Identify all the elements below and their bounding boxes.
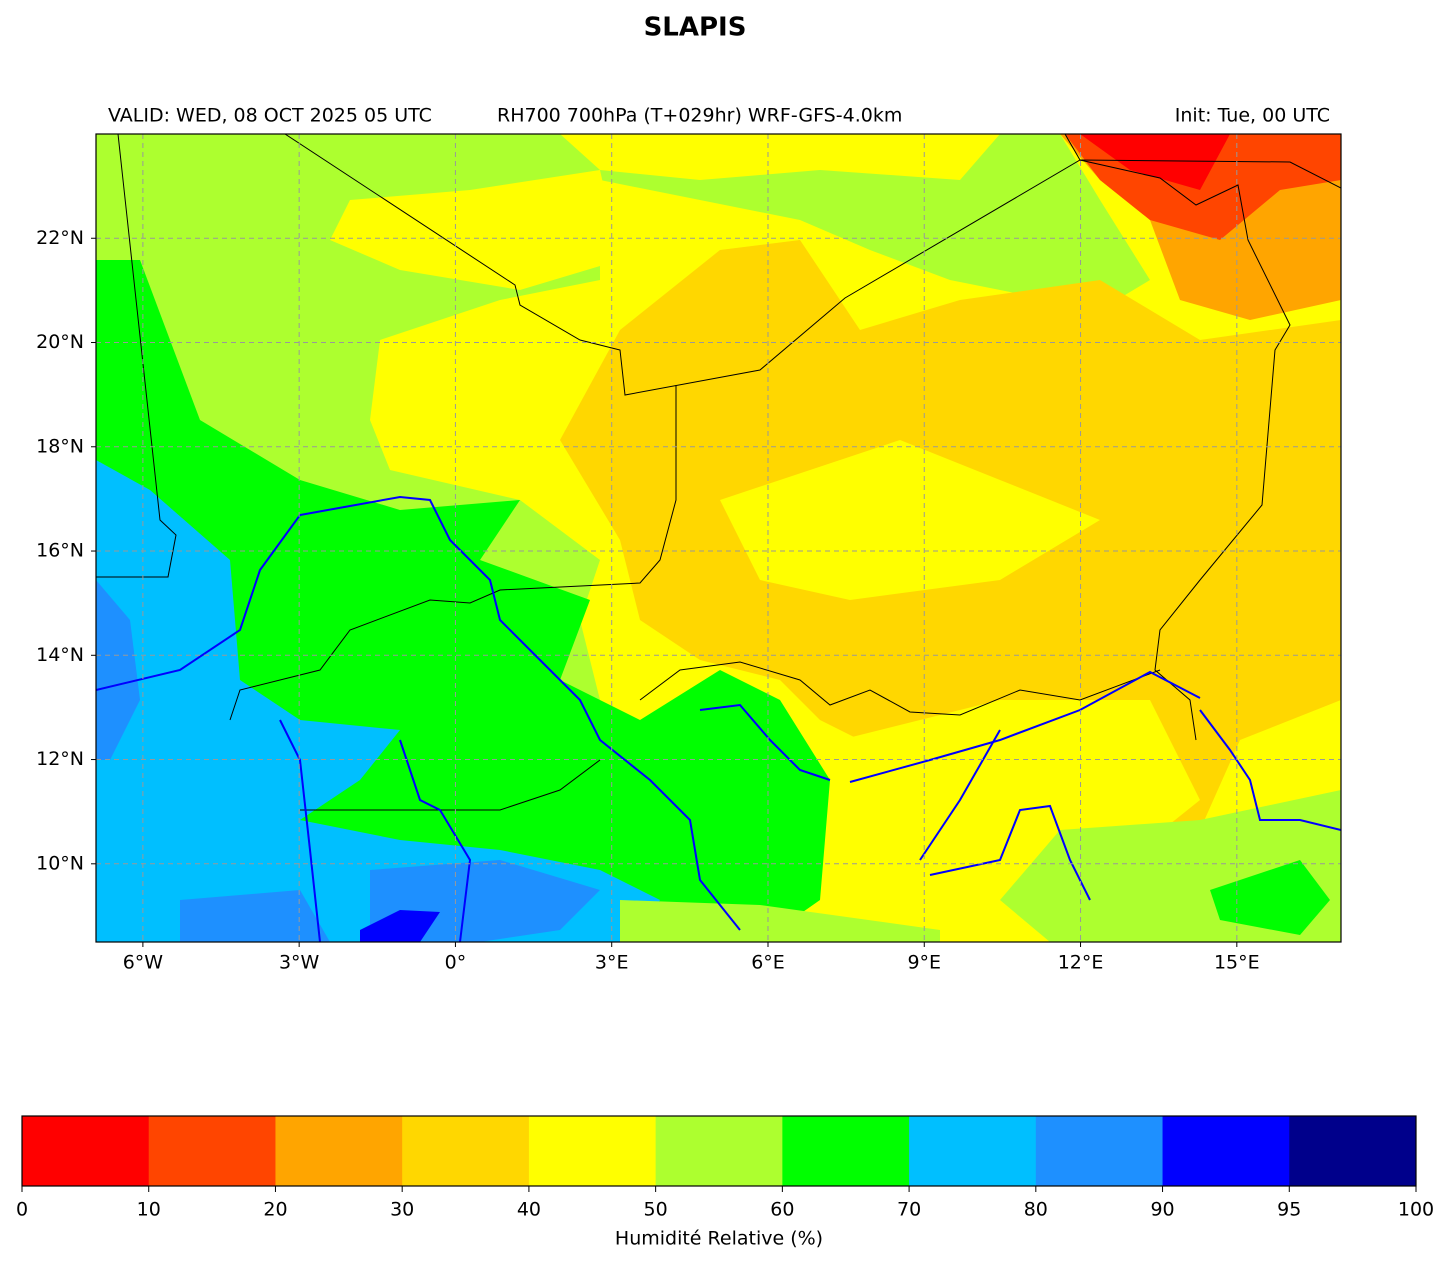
valid-time: VALID: WED, 08 OCT 2025 05 UTC	[108, 105, 432, 127]
field-area	[96, 580, 140, 760]
river	[919, 729, 1001, 861]
y-tick-label: 14°N	[36, 644, 84, 666]
map-frame	[95, 133, 1342, 943]
river	[1199, 709, 1341, 831]
country-border	[1064, 134, 1291, 741]
y-tick-label: 10°N	[36, 852, 84, 874]
x-tick-label: 6°E	[751, 952, 785, 974]
field-area	[1210, 860, 1330, 935]
colorbar-tick-label: 20	[263, 1199, 287, 1221]
colorbar-tick-label: 40	[517, 1199, 541, 1221]
field-area	[720, 440, 1100, 600]
field-area	[360, 910, 440, 942]
x-tick-label: 6°W	[123, 952, 164, 974]
x-tick-label: 12°E	[1058, 952, 1104, 974]
country-border	[284, 134, 1341, 396]
colorbar-bin	[528, 1116, 657, 1186]
country-border	[96, 134, 177, 578]
colorbar-tick-label: 10	[137, 1199, 161, 1221]
x-tick-label: 0°	[445, 952, 467, 974]
colorbar-frame	[21, 1115, 1417, 1187]
product: RH700 700hPa (T+029hr) WRF-GFS-4.0km	[497, 105, 902, 127]
x-tick-label: 9°E	[907, 952, 941, 974]
river	[279, 719, 321, 942]
colorbar-bin	[1289, 1116, 1417, 1186]
x-tick-label: 3°W	[279, 952, 320, 974]
title: SLAPIS	[644, 13, 747, 43]
river	[929, 804, 1091, 901]
river	[699, 703, 831, 781]
colorbar-tick-label: 50	[644, 1199, 668, 1221]
y-tick-label: 22°N	[36, 227, 84, 249]
country-border	[639, 661, 1161, 716]
field-area	[1080, 134, 1230, 190]
y-tick-label: 12°N	[36, 748, 84, 770]
colorbar-tick-label: 30	[390, 1199, 414, 1221]
colorbar-bin	[782, 1116, 910, 1186]
colorbar-label: Humidité Relative (%)	[615, 1228, 823, 1250]
colorbar-tick-label: 60	[770, 1199, 794, 1221]
x-tick-label: 15°E	[1214, 952, 1260, 974]
field-area	[560, 134, 1000, 180]
colorbar-tick-label: 70	[897, 1199, 921, 1221]
colorbar-bin	[1162, 1116, 1290, 1186]
x-tick-label: 3°E	[595, 952, 629, 974]
field-area	[330, 170, 620, 290]
y-tick-label: 18°N	[36, 435, 84, 457]
colorbar-bin	[1035, 1116, 1164, 1186]
colorbar-tick-label: 100	[1398, 1199, 1434, 1221]
colorbar-bin	[148, 1116, 276, 1186]
colorbar-tick-label: 0	[16, 1199, 28, 1221]
colorbar-bin	[22, 1116, 150, 1186]
field-area	[180, 890, 330, 942]
river	[849, 670, 1201, 783]
colorbar-bin	[909, 1116, 1037, 1186]
y-tick-label: 16°N	[36, 540, 84, 562]
humidity-field	[96, 134, 1341, 942]
colorbar-bin	[275, 1116, 403, 1186]
init-time: Init: Tue, 00 UTC	[1175, 105, 1330, 127]
colorbar-tick-label: 95	[1277, 1199, 1301, 1221]
colorbar-tick-label: 90	[1150, 1199, 1174, 1221]
y-tick-label: 20°N	[36, 331, 84, 353]
field-area	[620, 900, 940, 942]
colorbar-bin	[655, 1116, 783, 1186]
colorbar-tick-label: 80	[1024, 1199, 1048, 1221]
river	[96, 495, 741, 931]
river	[399, 739, 472, 942]
country-border	[300, 759, 601, 811]
country-border	[229, 385, 677, 721]
field-area	[96, 460, 660, 942]
colorbar-bin	[402, 1116, 530, 1186]
